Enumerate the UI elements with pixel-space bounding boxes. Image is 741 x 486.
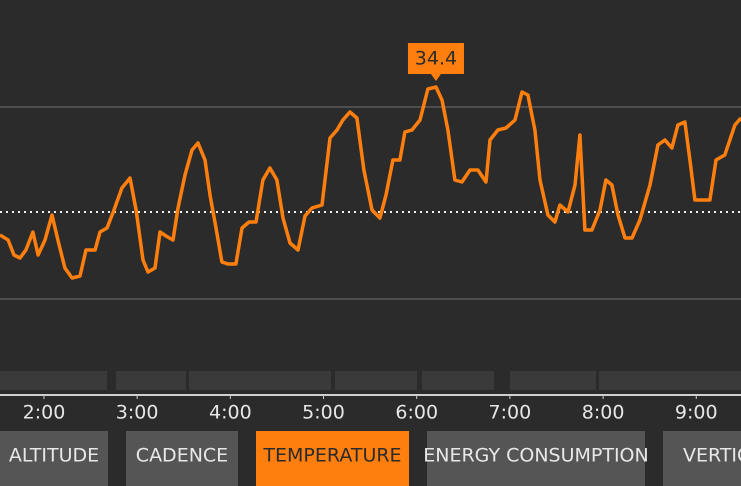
tab-label: ENERGY CONSUMPTION [423, 445, 648, 467]
track-block [510, 371, 596, 390]
track-block [335, 371, 417, 390]
peak-label: 34.4 [415, 48, 457, 70]
tab-background [126, 431, 238, 486]
x-tick-label: 3:00 [116, 402, 159, 424]
tab-label: VERTICA [683, 445, 741, 467]
peak-label-box [407, 43, 464, 74]
x-tick-label: 2:00 [23, 402, 66, 424]
x-tick-label: 7:00 [489, 402, 532, 424]
tab-label: TEMPERATURE [262, 445, 401, 467]
temperature-line [0, 85, 741, 280]
tab[interactable]: VERTICA [663, 431, 741, 486]
tab-label: CADENCE [136, 445, 228, 467]
track-block [599, 371, 741, 390]
track-block [116, 371, 186, 390]
peak-annotation: 34.4 [407, 43, 464, 81]
track-block [422, 371, 494, 390]
tab[interactable]: ALTITUDE [0, 431, 108, 486]
tab-background [256, 431, 409, 486]
tab[interactable]: CADENCE [126, 431, 238, 486]
peak-pointer [430, 74, 441, 81]
tab-background [0, 431, 108, 486]
overview-track [0, 371, 741, 390]
x-tick-label: 5:00 [302, 402, 345, 424]
x-tick-label: 4:00 [209, 402, 252, 424]
tab[interactable]: ENERGY CONSUMPTION [423, 431, 649, 486]
track-block [189, 371, 331, 390]
tab-background [663, 431, 741, 486]
tab[interactable]: TEMPERATURE [256, 431, 409, 486]
tab-background [427, 431, 645, 486]
x-tick-label: 6:00 [395, 402, 438, 424]
x-tick-label: 8:00 [582, 402, 625, 424]
tab-label: ALTITUDE [9, 445, 99, 467]
x-tick-label: 9:00 [675, 402, 718, 424]
track-block [0, 371, 107, 390]
